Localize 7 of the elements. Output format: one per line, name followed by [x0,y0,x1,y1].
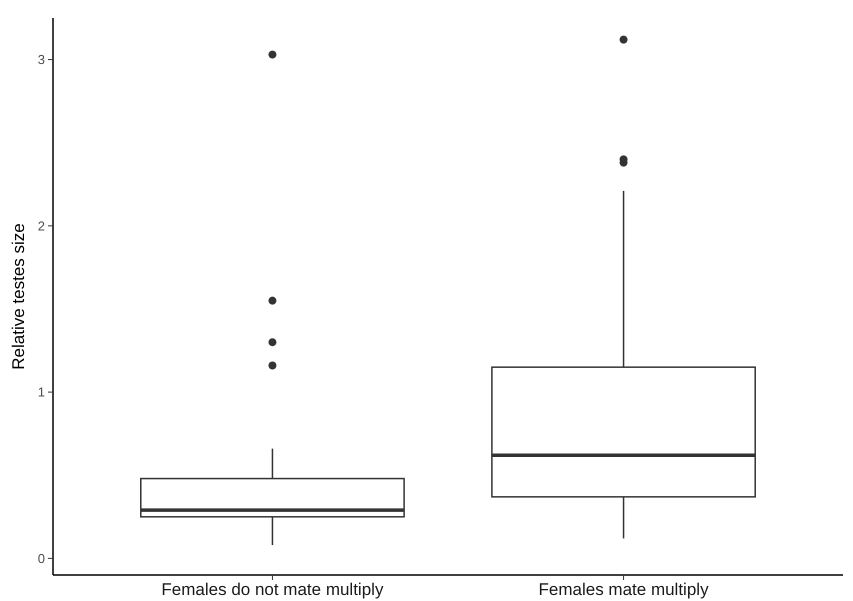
y-tick-label: 1 [38,384,45,400]
x-tick-label: Females mate multiply [538,580,710,599]
x-tick-label: Females do not mate multiply [161,580,384,599]
y-axis-title: Relative testes size [9,223,28,370]
y-tick-label: 0 [38,550,45,566]
y-tick-label: 2 [38,218,45,234]
y-tick-label: 3 [38,52,45,68]
